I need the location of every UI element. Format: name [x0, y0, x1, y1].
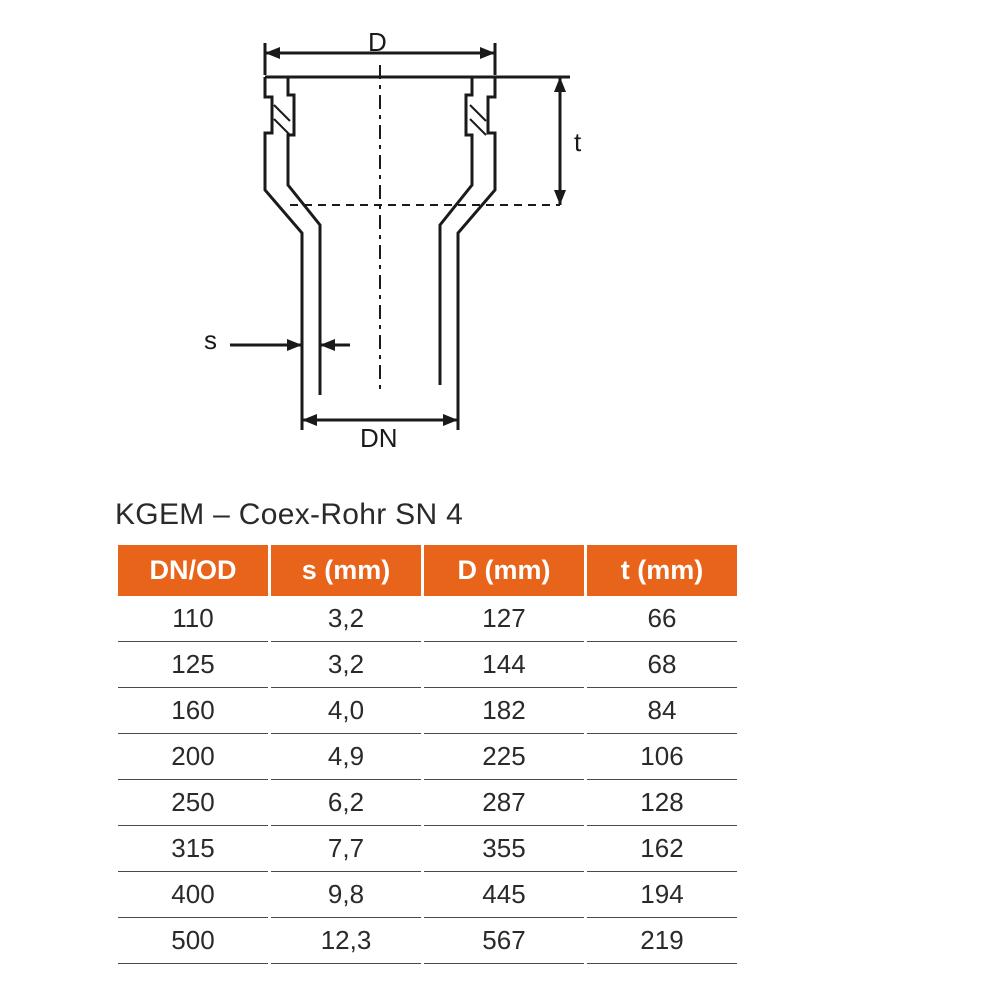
cell: 127	[424, 596, 584, 642]
table-title: KGEM – Coex-Rohr SN 4	[115, 498, 463, 532]
cell: 7,7	[271, 826, 421, 872]
technical-diagram: D t s DN	[190, 35, 630, 455]
cell: 68	[587, 642, 737, 688]
dim-label-s: s	[204, 325, 217, 356]
cell: 12,3	[271, 918, 421, 964]
table-row: 500 12,3 567 219	[118, 918, 737, 964]
col-header-t: t (mm)	[587, 545, 737, 596]
table-header-row: DN/OD s (mm) D (mm) t (mm)	[118, 545, 737, 596]
col-header-d: D (mm)	[424, 545, 584, 596]
col-header-s: s (mm)	[271, 545, 421, 596]
cell: 225	[424, 734, 584, 780]
cell: 6,2	[271, 780, 421, 826]
cell: 162	[587, 826, 737, 872]
cell: 110	[118, 596, 268, 642]
table-row: 400 9,8 445 194	[118, 872, 737, 918]
dim-label-dn: DN	[360, 423, 398, 454]
table-row: 200 4,9 225 106	[118, 734, 737, 780]
cell: 315	[118, 826, 268, 872]
cell: 182	[424, 688, 584, 734]
cell: 66	[587, 596, 737, 642]
cell: 3,2	[271, 596, 421, 642]
cell: 106	[587, 734, 737, 780]
cell: 128	[587, 780, 737, 826]
cell: 200	[118, 734, 268, 780]
cell: 84	[587, 688, 737, 734]
cell: 400	[118, 872, 268, 918]
cell: 160	[118, 688, 268, 734]
dim-label-d: D	[368, 27, 387, 58]
cell: 144	[424, 642, 584, 688]
cell: 194	[587, 872, 737, 918]
pipe-diagram-svg	[190, 35, 630, 455]
table-row: 110 3,2 127 66	[118, 596, 737, 642]
cell: 445	[424, 872, 584, 918]
cell: 567	[424, 918, 584, 964]
cell: 250	[118, 780, 268, 826]
cell: 4,9	[271, 734, 421, 780]
cell: 125	[118, 642, 268, 688]
table-row: 160 4,0 182 84	[118, 688, 737, 734]
table-row: 250 6,2 287 128	[118, 780, 737, 826]
table-row: 315 7,7 355 162	[118, 826, 737, 872]
spec-table: DN/OD s (mm) D (mm) t (mm) 110 3,2 127 6…	[115, 545, 740, 964]
cell: 4,0	[271, 688, 421, 734]
cell: 3,2	[271, 642, 421, 688]
cell: 9,8	[271, 872, 421, 918]
cell: 219	[587, 918, 737, 964]
cell: 287	[424, 780, 584, 826]
cell: 500	[118, 918, 268, 964]
col-header-dn-od: DN/OD	[118, 545, 268, 596]
cell: 355	[424, 826, 584, 872]
table-row: 125 3,2 144 68	[118, 642, 737, 688]
table-body: 110 3,2 127 66 125 3,2 144 68 160 4,0 18…	[118, 596, 737, 964]
dim-label-t: t	[574, 127, 581, 158]
